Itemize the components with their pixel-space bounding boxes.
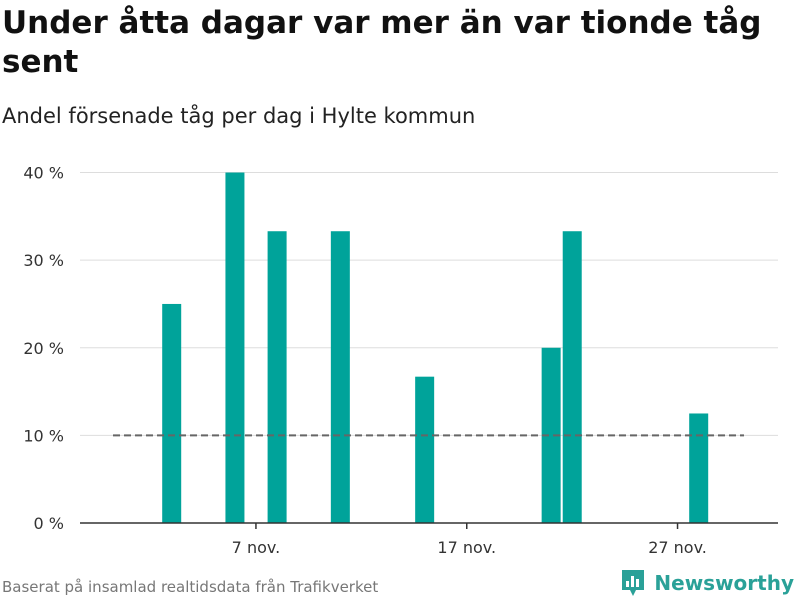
- chart-title: Under åtta dagar var mer än var tionde t…: [2, 5, 762, 80]
- source-note: Baserat på insamlad realtidsdata från Tr…: [2, 578, 379, 596]
- y-tick-label: 20 %: [23, 339, 64, 358]
- bar: [562, 231, 582, 523]
- y-tick-label: 0 %: [34, 514, 64, 533]
- x-tick-label: 7 nov.: [232, 538, 281, 557]
- bars: [162, 172, 709, 523]
- y-tick-label: 30 %: [23, 251, 64, 270]
- x-tick-label: 27 nov.: [648, 538, 707, 557]
- bar: [415, 376, 435, 523]
- bar: [267, 231, 287, 523]
- x-axis: [80, 522, 778, 529]
- bar: [541, 347, 561, 523]
- brand-name: Newsworthy: [654, 571, 794, 595]
- y-axis-tick-labels: 0 % 10 % 20 % 30 % 40 %: [23, 164, 64, 533]
- bar: [162, 303, 182, 523]
- chart-subtitle: Andel försenade tåg per dag i Hylte komm…: [2, 104, 476, 128]
- x-axis-tick-labels: 7 nov. 17 nov. 27 nov.: [232, 538, 707, 557]
- bar: [225, 172, 245, 523]
- brand-logo: Newsworthy: [620, 568, 794, 598]
- y-tick-label: 10 %: [23, 426, 64, 445]
- newsworthy-logo-icon: [622, 570, 645, 596]
- bar: [689, 413, 709, 523]
- y-tick-label: 40 %: [23, 164, 64, 183]
- x-tick-label: 17 nov.: [437, 538, 496, 557]
- bar: [330, 231, 350, 523]
